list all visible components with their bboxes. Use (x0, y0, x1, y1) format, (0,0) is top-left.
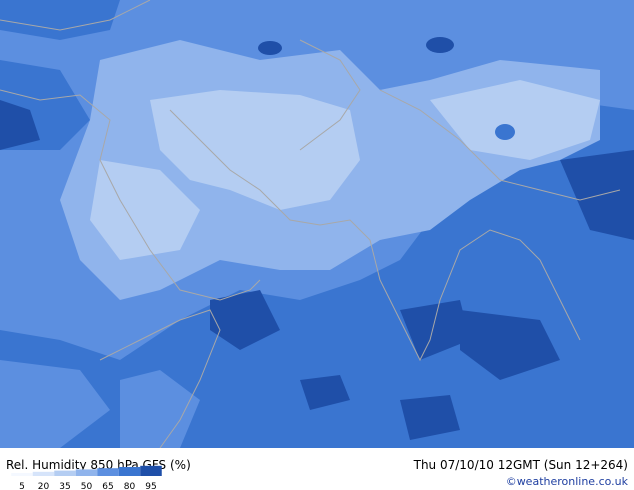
coastlines (0, 0, 621, 449)
legend-swatch (32, 471, 55, 476)
credit[interactable]: ©weatheronline.co.uk (506, 475, 629, 488)
legend-label: 80 (124, 482, 136, 490)
legend-label: 5 (19, 482, 25, 490)
legend-label: 20 (38, 482, 50, 490)
legend-swatch (11, 473, 33, 476)
legend-label: 35 (59, 482, 70, 490)
legend-swatch (75, 469, 98, 476)
legend-swatch (118, 467, 141, 476)
legend-swatch (54, 470, 76, 476)
legend-label: 65 (102, 482, 113, 490)
legend: 5 20 35 50 65 80 95 (11, 465, 162, 490)
humidity-field (0, 0, 634, 448)
legend-swatch (97, 468, 119, 476)
legend-label: 95 (145, 482, 156, 490)
legend-swatch (140, 465, 162, 476)
legend-label: 50 (81, 482, 93, 490)
valid-time: Thu 07/10/10 12GMT (Sun 12+264) (413, 458, 628, 472)
